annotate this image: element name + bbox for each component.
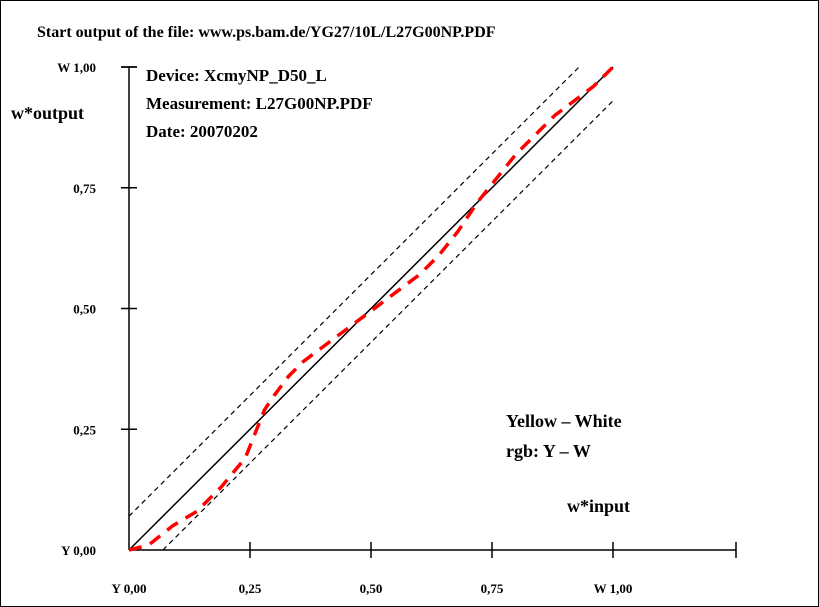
ideal-line: [128, 66, 614, 551]
y-axis-label: w*output: [11, 103, 84, 123]
x-tick-label: W 1,00: [594, 581, 633, 596]
series-group: [128, 65, 615, 552]
x-tick-label: 0,25: [239, 581, 262, 596]
y-tick-label: Y 0,00: [61, 543, 96, 558]
x-tick-label: 0,50: [360, 581, 383, 596]
y-tick-label: 0,75: [73, 181, 96, 196]
x-tick-label: 0,75: [481, 581, 504, 596]
tolerance-line: [162, 100, 614, 551]
date-label: Date: 20070202: [146, 122, 258, 141]
device-label: Device: XcmyNP_D50_L: [146, 66, 327, 85]
tick-labels: Y 0,00 0,25 0,50 0,75 W 1,00 Y 0,00 0,25 0,50 0,…: [57, 60, 632, 596]
rgb-pair-label: rgb: Y – W: [506, 441, 591, 461]
file-title: Start output of the file: www.ps.bam.de/…: [37, 24, 496, 41]
axes: [121, 66, 737, 558]
measured-curve: [128, 65, 615, 552]
color-pair-label: Yellow – White: [506, 411, 622, 431]
y-tick-label: 0,50: [73, 302, 96, 317]
measurement-label: Measurement: L27G00NP.PDF: [146, 94, 373, 113]
tolerance-line: [128, 66, 580, 517]
y-tick-label: W 1,00: [57, 60, 96, 75]
y-tick-label: 0,25: [73, 422, 96, 437]
x-axis-label: w*input: [567, 496, 630, 516]
x-tick-label: Y 0,00: [112, 581, 147, 596]
